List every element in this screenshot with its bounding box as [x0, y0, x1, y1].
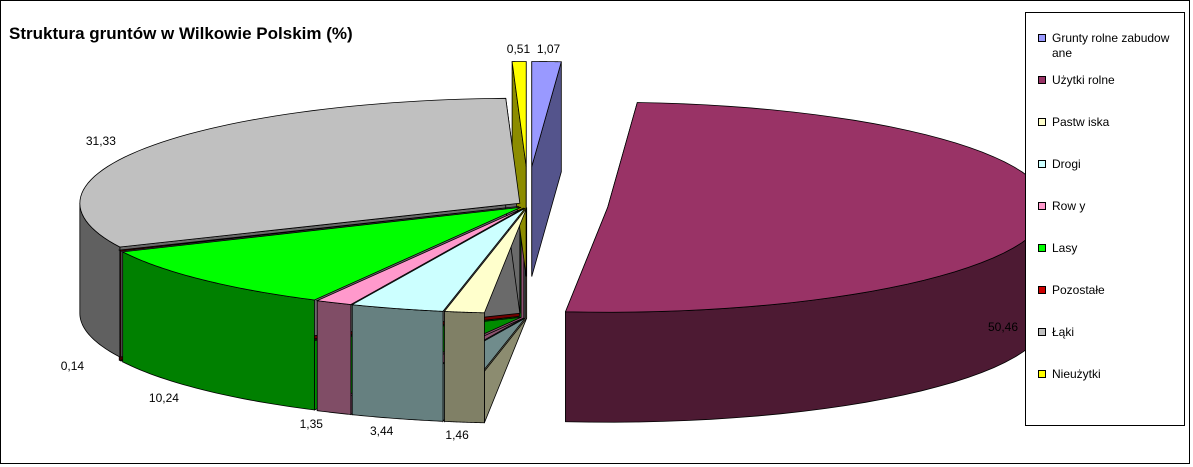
legend-label-nieuzytki: Nieużytki — [1052, 367, 1101, 381]
legend-label-lasy: Lasy — [1052, 241, 1078, 255]
data-label-rowy: 1,35 — [299, 417, 323, 432]
pie-slice-rim-pastwiska-0 — [444, 311, 485, 424]
legend-label-pozostale: Pozostałe — [1052, 283, 1105, 297]
pie-slice-grunty-rolne-zabudowane — [531, 61, 562, 167]
pie-slice-laki — [79, 97, 521, 248]
chart-title: Struktura gruntów w Wilkowie Polskim (%) — [9, 24, 353, 43]
legend-swatch-pastwiska — [1038, 118, 1046, 126]
legend-label-rowy: Row y — [1052, 199, 1086, 213]
data-label-laki: 31,33 — [85, 134, 116, 149]
pie-slice-pozostale — [117, 205, 520, 252]
legend-swatch-uzytki-rolne — [1038, 76, 1046, 84]
data-label-nieuzytki: 0,51 — [506, 41, 531, 56]
legend-label-drogi: Drogi — [1052, 157, 1081, 171]
legend-swatch-lasy — [1038, 244, 1046, 252]
data-label-pastwiska: 1,46 — [445, 427, 469, 442]
legend-label-grunty-rolne-zabudowane: Grunty rolne zabudow ane — [1052, 31, 1170, 60]
legend-swatch-pozostale — [1038, 286, 1046, 294]
data-label-grunty-rolne-zabudowane: 1,07 — [536, 41, 561, 56]
legend-label-laki: Łąki — [1052, 325, 1075, 339]
pie-slice-rim-drogi-0 — [351, 304, 444, 422]
data-label-uzytki-rolne: 50,46 — [988, 319, 1019, 334]
pie-slice-nieuzytki — [511, 61, 527, 167]
pie-slice-lasy — [121, 206, 522, 301]
pie-slice-drogi — [350, 207, 526, 312]
legend-swatch-nieuzytki — [1038, 370, 1046, 378]
data-label-drogi: 3,44 — [369, 423, 394, 438]
legend: Grunty rolne zabudow ane Użytki rolne Past… — [1025, 12, 1185, 426]
legend-swatch-drogi — [1038, 160, 1046, 168]
legend-label-uzytki-rolne: Użytki rolne — [1052, 73, 1115, 87]
data-label-pozostale: 0,14 — [60, 358, 85, 373]
pie-slice-pastwiska — [443, 208, 528, 314]
data-label-lasy: 10,24 — [148, 391, 179, 406]
legend-swatch-laki — [1038, 328, 1046, 336]
legend-swatch-grunty-rolne-zabudowane — [1038, 34, 1046, 42]
legend-swatch-rowy — [1038, 202, 1046, 210]
pie-slice-rowy — [315, 207, 525, 305]
legend-label-pastwiska: Pastw iska — [1052, 115, 1110, 129]
pie-slice-rim-rowy-0 — [316, 300, 352, 415]
